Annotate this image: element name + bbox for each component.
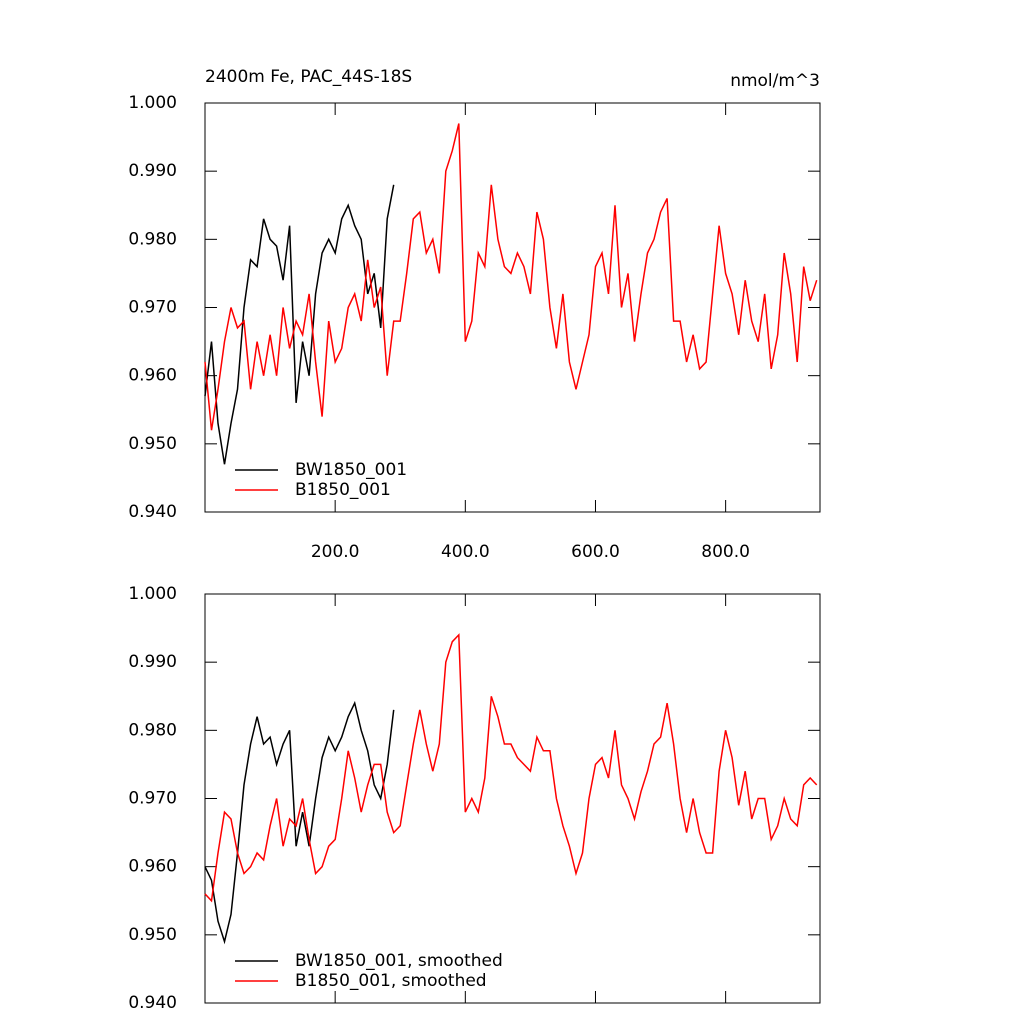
- data-line: [204, 633, 818, 903]
- legend-label: B1850_001: [295, 480, 391, 500]
- y-tick-label: 0.960: [128, 366, 177, 386]
- y-tick-label: 0.970: [128, 298, 177, 318]
- y-tick-label: 0.940: [128, 502, 177, 522]
- y-tick-label: 0.980: [128, 229, 177, 249]
- y-tick-label: 1.000: [128, 584, 177, 604]
- chart-title: 2400m Fe, PAC_44S-18S: [205, 67, 412, 87]
- y-tick-label: 0.950: [128, 434, 177, 454]
- x-tick-label: 600.0: [571, 542, 620, 562]
- data-line: [204, 123, 818, 431]
- legend-label: BW1850_001, smoothed: [295, 951, 503, 971]
- x-tick-label: 200.0: [311, 542, 360, 562]
- plot-frame: [204, 593, 821, 1004]
- data-line: [204, 700, 395, 945]
- units-label: nmol/m^3: [730, 71, 820, 91]
- x-tick-label: 800.0: [701, 542, 750, 562]
- y-tick-label: 0.990: [128, 161, 177, 181]
- legend-label: B1850_001, smoothed: [295, 971, 487, 991]
- y-tick-label: 0.960: [128, 857, 177, 877]
- x-tick-label: 400.0: [441, 542, 490, 562]
- legend-label: BW1850_001: [295, 460, 407, 480]
- y-tick-label: 0.990: [128, 652, 177, 672]
- y-tick-label: 0.970: [128, 789, 177, 809]
- y-tick-label: 0.940: [128, 993, 177, 1013]
- plot-frame: [204, 102, 821, 513]
- y-tick-label: 1.000: [128, 93, 177, 113]
- data-line: [204, 184, 395, 465]
- y-tick-label: 0.980: [128, 720, 177, 740]
- y-tick-label: 0.950: [128, 925, 177, 945]
